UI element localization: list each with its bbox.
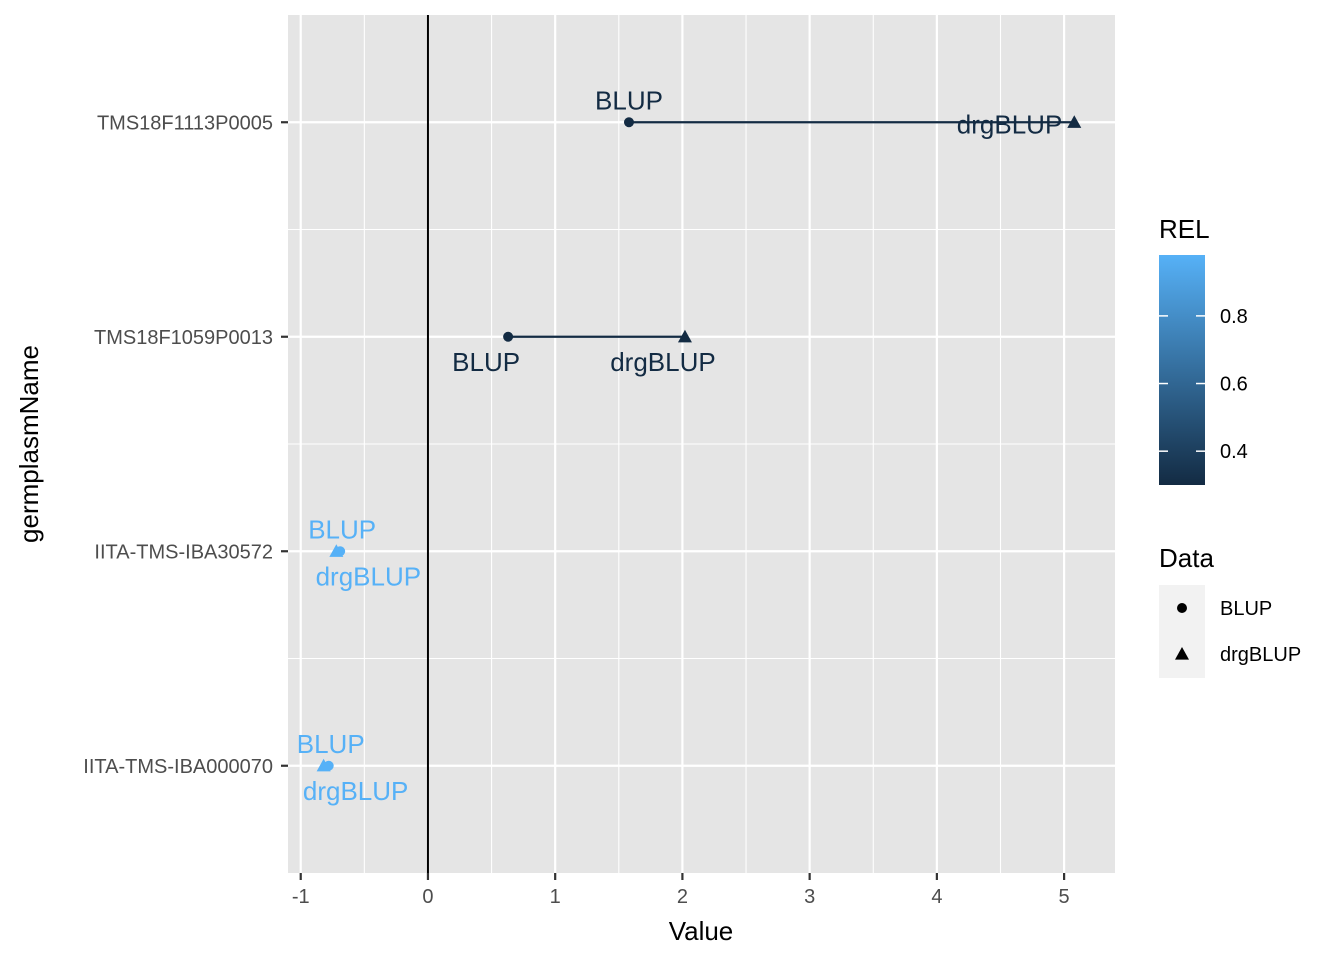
y-tick-label: IITA-TMS-IBA30572 [94,541,273,563]
shape-legend-key-background [1159,585,1205,678]
color-legend-ticks: 0.4 0.6 0.8 [1159,306,1248,463]
y-axis: IITA-TMS-IBA000070 IITA-TMS-IBA30572 TMS18… [83,112,288,778]
shape-legend-title: Data [1159,543,1214,573]
color-legend-bar [1159,255,1205,485]
legend-triangle-icon [1175,647,1189,660]
color-legend-tick-label: 0.4 [1220,441,1248,463]
point-label: BLUP [595,85,663,115]
shape-legend-items: BLUP drgBLUP [1175,598,1301,666]
y-tick-label: TMS18F1113P0005 [97,112,273,134]
x-axis: -1 0 1 2 3 4 5 [292,873,1070,908]
color-legend: REL 0.4 0.6 0.8 [1159,214,1248,485]
color-legend-tick-label: 0.8 [1220,306,1248,328]
points [316,115,1082,772]
point-label: BLUP [297,729,365,759]
color-legend-tick-label: 0.6 [1220,374,1248,396]
y-tick-label: TMS18F1059P0013 [94,327,273,349]
point-label: drgBLUP [316,561,422,591]
x-tick-label: 5 [1059,886,1070,908]
shape-legend-label: drgBLUP [1220,644,1301,666]
x-tick-label: 0 [422,886,433,908]
point-drgblup [1067,115,1082,128]
minor-grid [288,15,1115,873]
shape-legend: Data BLUP drgBLUP [1159,543,1301,678]
point-label: BLUP [308,514,376,544]
point-blup [503,331,514,342]
point-label: drgBLUP [303,776,409,806]
x-tick-label: 2 [677,886,688,908]
point-drgblup [316,758,331,772]
x-tick-label: -1 [292,886,310,908]
x-axis-title: Value [669,916,734,946]
x-tick-label: 3 [804,886,815,908]
point-label: BLUP [452,347,520,377]
y-axis-title: germplasmName [14,345,44,543]
point-labels: BLUP drgBLUP BLUP drgBLUP BLUP drgBLUP BLUP drg… [297,85,1063,806]
point-label: drgBLUP [957,109,1063,139]
x-tick-label: 4 [931,886,942,908]
legend-circle-icon [1177,603,1187,613]
x-tick-label: 1 [550,886,561,908]
point-drgblup [329,544,344,557]
shape-legend-label: BLUP [1220,598,1272,620]
color-legend-title: REL [1159,214,1210,244]
point-blup [623,117,634,128]
point-label: drgBLUP [610,347,716,377]
y-tick-label: IITA-TMS-IBA000070 [83,756,273,778]
point-drgblup [677,329,692,343]
